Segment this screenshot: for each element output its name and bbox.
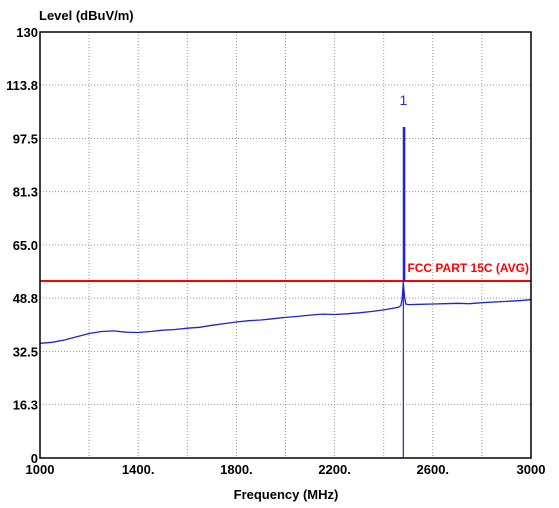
y-axis-title: Level (dBuV/m) xyxy=(39,8,134,23)
tick-labels: 0 16.3 32.5 48.8 65.0 81.3 97.5 113.8 130 1000 140… xyxy=(6,25,545,477)
marker-label: 1 xyxy=(399,92,407,108)
plot-frame xyxy=(39,31,532,459)
x-tick-label: 1800. xyxy=(220,462,253,477)
x-tick-label: 2200. xyxy=(318,462,351,477)
y-tick-label: 97.5 xyxy=(13,132,38,147)
x-axis-title: Frequency (MHz) xyxy=(234,487,339,502)
y-tick-label: 130 xyxy=(16,25,38,40)
x-tick-label: 2600. xyxy=(417,462,450,477)
series-layer xyxy=(39,127,532,458)
annotations: 1 FCC PART 15C (AVG) xyxy=(399,92,529,275)
y-tick-label: 113.8 xyxy=(6,78,38,93)
grid xyxy=(40,32,531,458)
y-tick-label: 0 xyxy=(31,451,38,466)
x-tick-label: 1400. xyxy=(122,462,155,477)
y-tick-label: 32.5 xyxy=(13,345,38,360)
y-tick-label: 16.3 xyxy=(13,398,38,413)
x-tick-label: 3000 xyxy=(517,462,546,477)
y-tick-label: 65.0 xyxy=(13,238,38,253)
x-tick-label: 1000 xyxy=(26,462,55,477)
y-tick-label: 81.3 xyxy=(13,185,38,200)
y-tick-label: 48.8 xyxy=(13,291,38,306)
measurement-trace xyxy=(39,282,532,344)
limit-line-label: FCC PART 15C (AVG) xyxy=(407,261,529,275)
